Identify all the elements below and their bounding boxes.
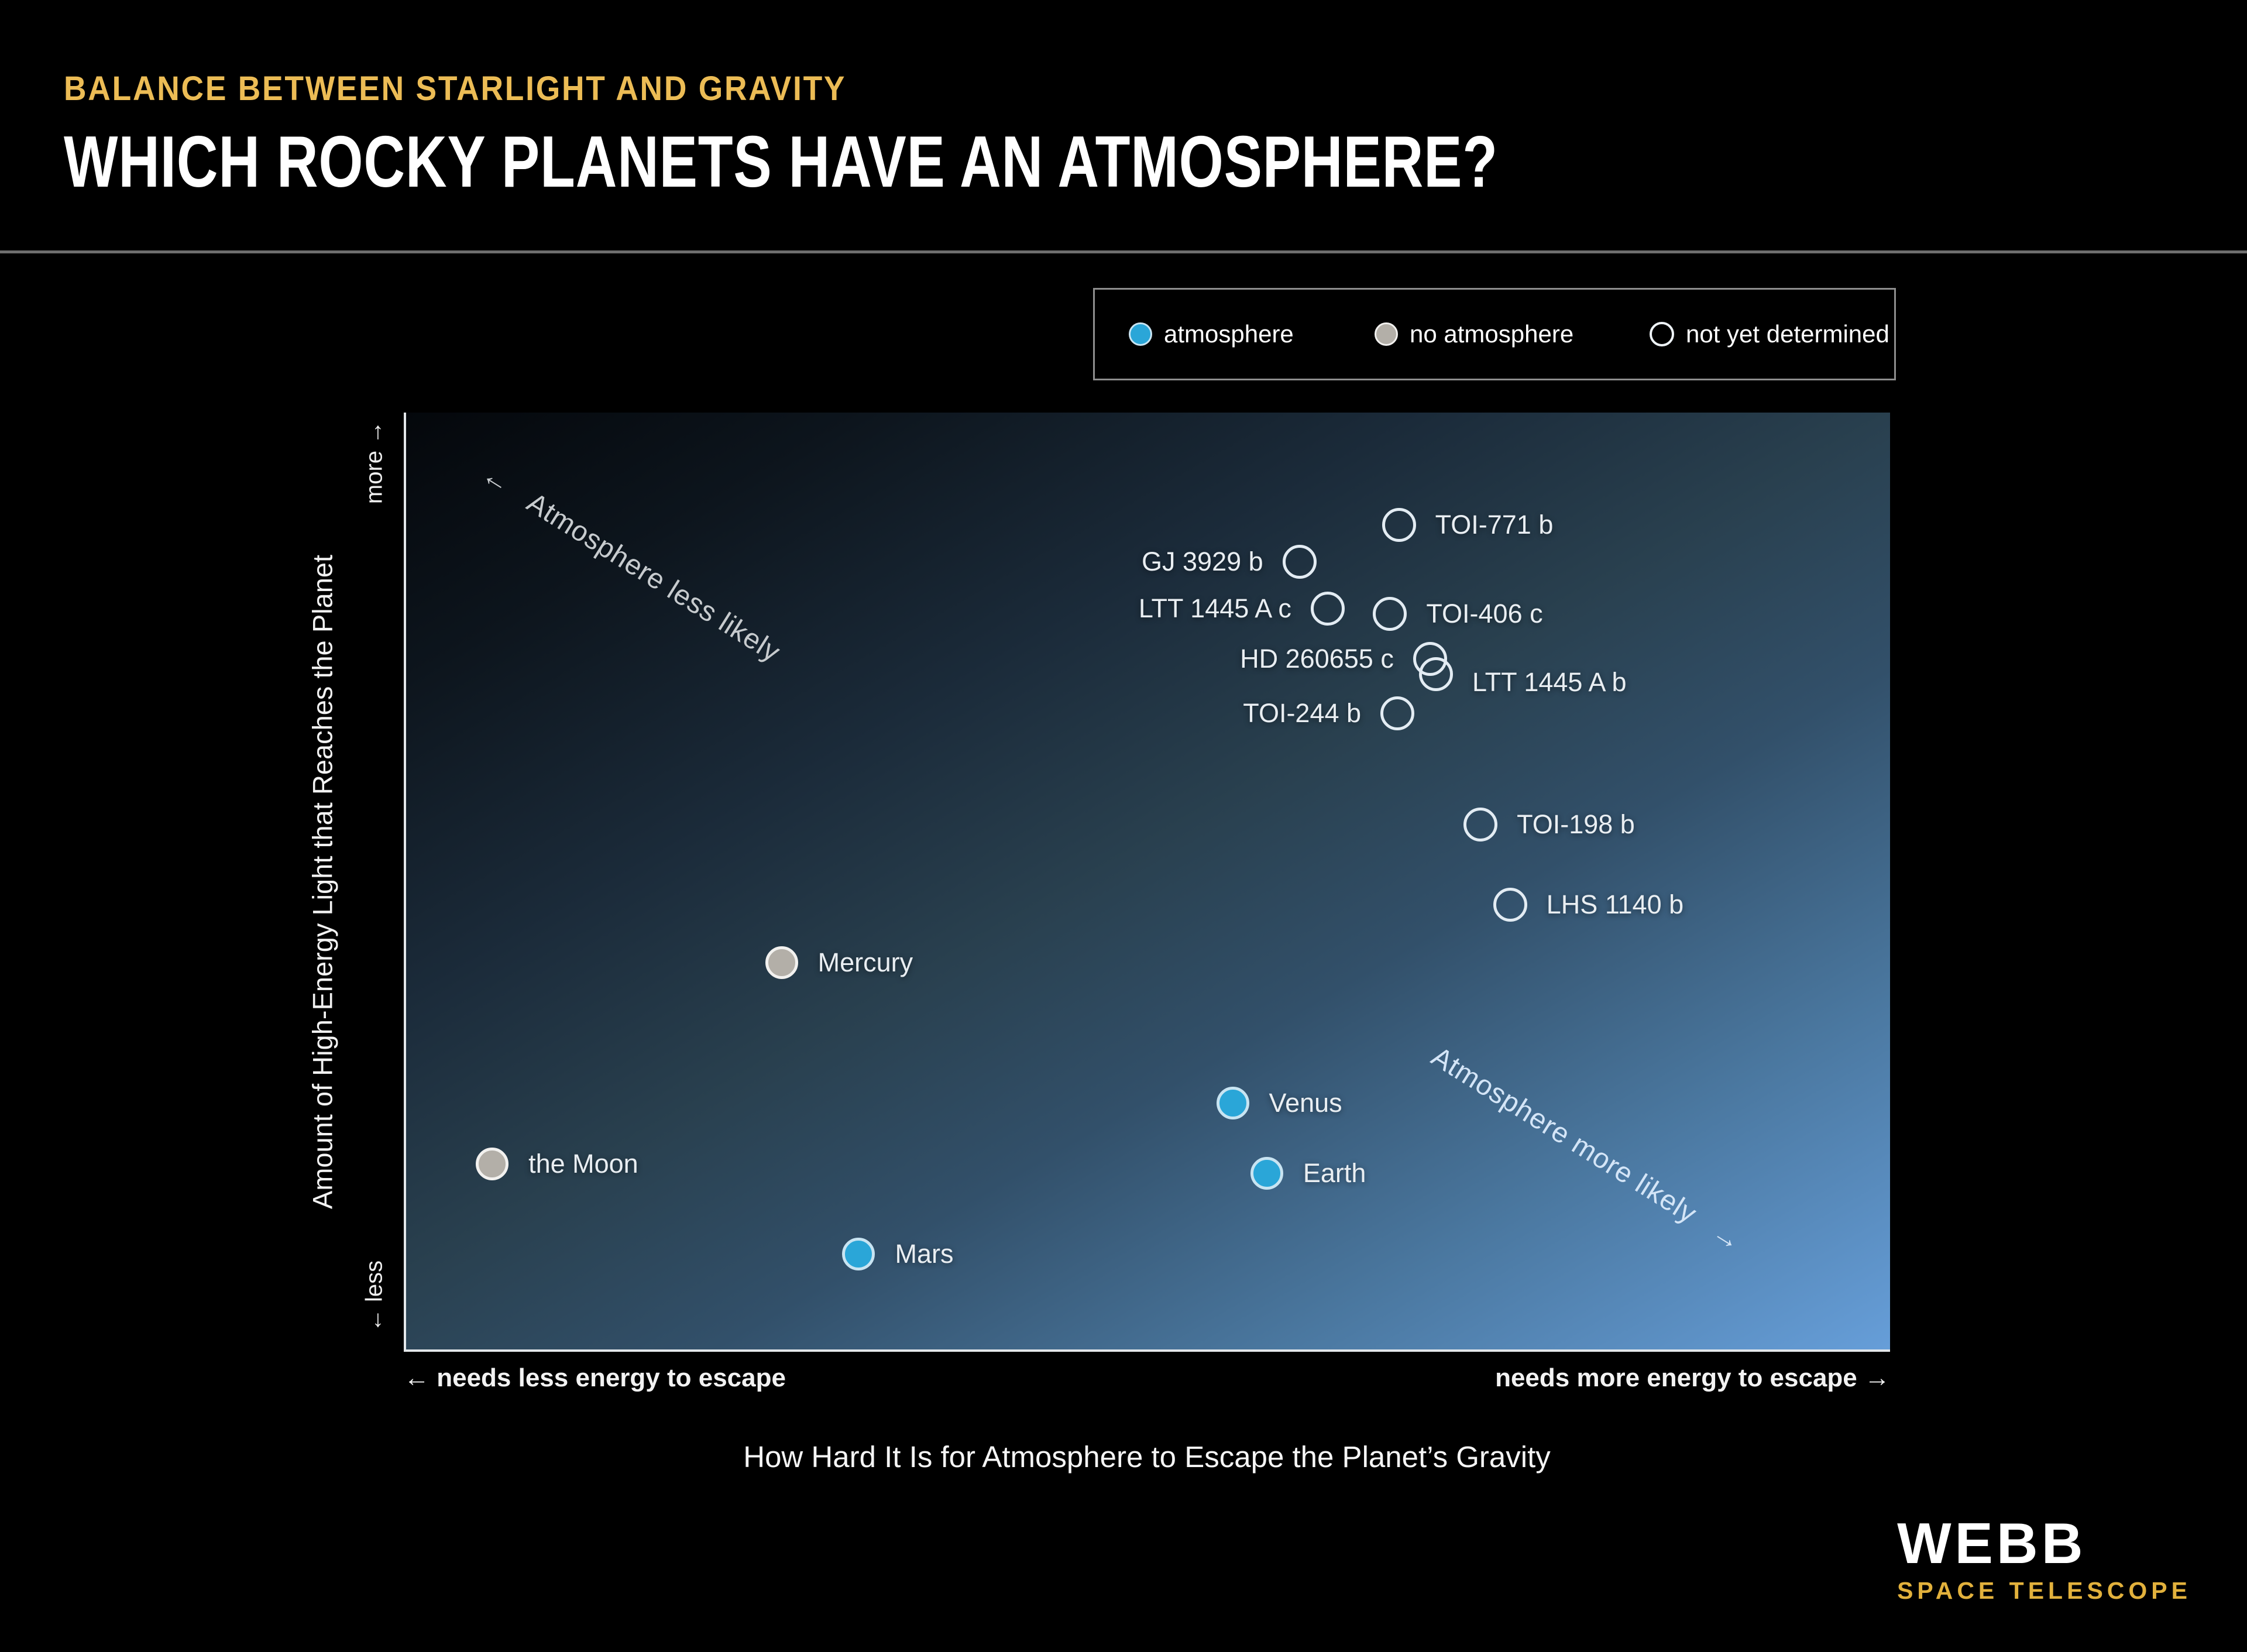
up-left-arrow-icon: ← bbox=[476, 458, 518, 500]
point-marker bbox=[476, 1148, 509, 1180]
kicker: BALANCE BETWEEN STARLIGHT AND GRAVITY bbox=[64, 70, 847, 108]
legend-label: no atmosphere bbox=[1410, 320, 1574, 348]
point-marker bbox=[842, 1237, 875, 1270]
webb-logo-title: WEBB bbox=[1897, 1511, 2087, 1575]
legend-label: atmosphere bbox=[1164, 320, 1294, 348]
x-axis-direction-labels: ← needs less energy to escape needs more… bbox=[404, 1363, 1890, 1393]
point-marker bbox=[1216, 1086, 1249, 1119]
point-label: HD 260655 c bbox=[1240, 644, 1394, 674]
point-marker bbox=[1380, 696, 1415, 730]
webb-logo-subtitle: SPACE TELESCOPE bbox=[1897, 1577, 2191, 1604]
point-label: TOI-244 b bbox=[1243, 698, 1362, 728]
no-atmosphere-dot-icon bbox=[1375, 322, 1398, 346]
plot-area: ←Atmosphere less likely Atmosphere more … bbox=[404, 413, 1890, 1352]
open-dot-icon bbox=[1650, 322, 1674, 346]
point-label: the Moon bbox=[528, 1149, 638, 1179]
point-label: LHS 1140 b bbox=[1546, 889, 1684, 919]
annotation-text: Atmosphere more likely bbox=[1426, 1041, 1703, 1230]
legend-label: not yet determined bbox=[1686, 320, 1889, 348]
point-marker bbox=[1463, 808, 1498, 842]
point-marker bbox=[1282, 544, 1317, 579]
point-label: Earth bbox=[1303, 1158, 1366, 1188]
point-label: Mercury bbox=[817, 947, 913, 977]
point-label: TOI-198 b bbox=[1517, 809, 1635, 840]
point-marker bbox=[1382, 508, 1416, 542]
point-marker bbox=[1310, 591, 1345, 626]
annotation-atmosphere-less-likely: ←Atmosphere less likely bbox=[476, 458, 786, 669]
page-title: WHICH ROCKY PLANETS HAVE AN ATMOSPHERE? bbox=[64, 122, 1498, 202]
legend-item-open: not yet determined bbox=[1650, 320, 1889, 348]
down-right-arrow-icon: → bbox=[1706, 1217, 1748, 1259]
point-marker bbox=[1373, 597, 1407, 631]
legend-item-no-atmosphere: no atmosphere bbox=[1375, 320, 1573, 348]
y-axis-less-label: ← less bbox=[361, 1260, 387, 1332]
point-label: Mars bbox=[895, 1238, 954, 1269]
point-label: GJ 3929 b bbox=[1142, 546, 1263, 576]
point-marker bbox=[765, 946, 798, 979]
x-axis-title: How Hard It Is for Atmosphere to Escape … bbox=[743, 1440, 1551, 1474]
legend-item-atmosphere: atmosphere bbox=[1129, 320, 1294, 348]
webb-logo: WEBB SPACE TELESCOPE bbox=[1897, 1514, 2191, 1603]
point-label: Venus bbox=[1269, 1087, 1342, 1118]
annotation-atmosphere-more-likely: Atmosphere more likely→ bbox=[1426, 1041, 1748, 1259]
point-marker bbox=[1250, 1157, 1283, 1190]
x-axis-left-label: ← needs less energy to escape bbox=[404, 1363, 786, 1392]
point-marker bbox=[1493, 887, 1527, 922]
y-axis-more-label: more → bbox=[361, 420, 387, 504]
annotation-text: Atmosphere less likely bbox=[521, 486, 786, 668]
point-label: TOI-406 c bbox=[1426, 599, 1543, 629]
legend: atmosphere no atmosphere not yet determine… bbox=[1093, 288, 1896, 380]
header-divider bbox=[0, 250, 2247, 253]
point-label: LTT 1445 A c bbox=[1138, 593, 1291, 623]
point-marker bbox=[1418, 657, 1453, 691]
atmosphere-dot-icon bbox=[1129, 322, 1152, 346]
y-axis-title: Amount of High-Energy Light that Reaches… bbox=[307, 554, 338, 1210]
point-label: TOI-771 b bbox=[1435, 510, 1554, 540]
point-label: LTT 1445 A b bbox=[1472, 667, 1627, 697]
x-axis-right-label: needs more energy to escape → bbox=[1495, 1363, 1890, 1392]
